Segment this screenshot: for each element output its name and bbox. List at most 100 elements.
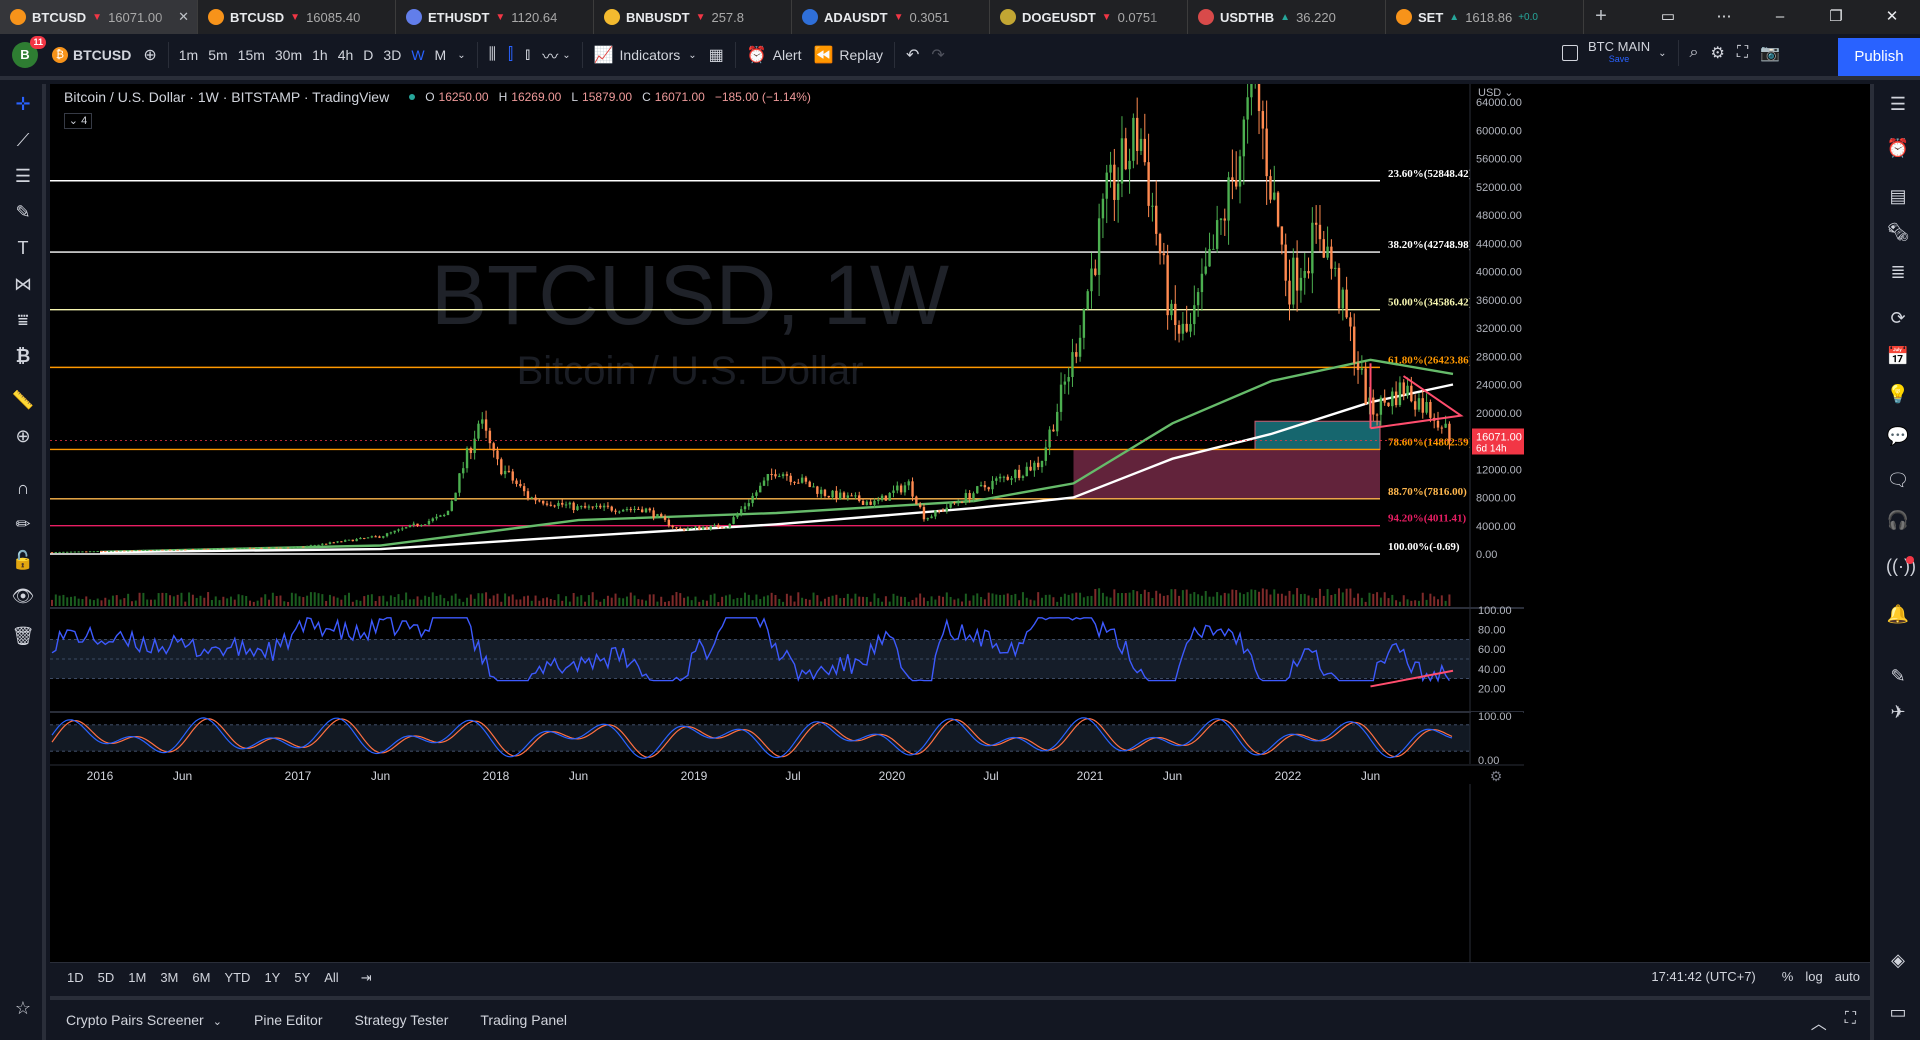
chart-area[interactable]: BTCUSD, 1W Bitcoin / U.S. Dollar 23.60%(5… [50,84,1870,962]
layout-select-button[interactable]: BTC MAIN Save ⌄ [1556,34,1673,72]
interval-15m[interactable]: 15m [237,47,265,63]
line-style-button[interactable]: 〰 ⌄ [536,36,576,74]
interval-dropdown[interactable]: ⌄ [451,36,471,74]
range-1m[interactable]: 1M [128,970,147,985]
drawing-tools-right-icon[interactable]: ✎ [1890,666,1906,686]
collapse-panel-icon[interactable]: ︿ [1810,1016,1827,1033]
watchlist-icon[interactable]: ☰ [1889,94,1907,114]
refresh-icon[interactable]: ⟳ [1890,308,1906,328]
range-6m[interactable]: 6M [192,970,211,985]
price-chart[interactable]: BTCUSD, 1W Bitcoin / U.S. Dollar 23.60%(5… [50,84,1870,962]
log-scale-toggle[interactable]: log [1805,969,1823,984]
ideas-icon[interactable]: 💡 [1886,384,1910,404]
panel-toggle-icon[interactable]: ▭ [1889,1002,1907,1022]
bitcoin-icon[interactable]: ₿ [15,346,31,366]
publish-button[interactable]: Publish [1838,38,1920,76]
clock[interactable]: 17:41:42 (UTC+7) [1651,969,1756,984]
screen-icon[interactable]: ▭ [1660,8,1676,25]
browser-tab[interactable]: ETHUSDT ▼ 1120.64 [396,0,594,34]
star-icon[interactable]: ☆ [14,998,32,1018]
maximize-button[interactable]: ❐ [1829,8,1843,25]
candles-style-button[interactable]: ⫿ [502,36,519,74]
range-ytd[interactable]: YTD [224,970,251,985]
prediction-icon[interactable]: ⩸ [17,310,29,330]
range-1y[interactable]: 1Y [264,970,281,985]
bars-style-button[interactable]: ⫼ [483,36,502,74]
brush-icon[interactable]: ✎ [15,202,31,222]
range-5y[interactable]: 5Y [294,970,311,985]
layers-icon[interactable]: ◈ [1891,950,1905,970]
eye-icon[interactable]: 👁 [11,586,35,606]
chat-icon[interactable]: 💬 [1886,426,1910,446]
interval-D[interactable]: D [363,47,374,63]
bottom-tab[interactable]: Strategy Tester [338,1012,464,1028]
data-window-icon[interactable]: ▤ [1889,186,1907,206]
alert-button[interactable]: ⏰ Alert [741,36,808,74]
interval-W[interactable]: W [411,47,425,63]
streams-icon[interactable]: 🎧 [1886,510,1910,530]
pencil-lock-icon[interactable]: ✏ [15,514,31,534]
compare-symbol-button[interactable]: ⊕ [137,36,162,74]
news-icon[interactable]: 🗞 [1886,222,1910,242]
interval-4h[interactable]: 4h [337,47,354,63]
trash-icon[interactable]: 🗑 [11,626,35,646]
undo-button[interactable]: ↶ [900,36,925,74]
avatar[interactable]: B 11 [12,36,46,68]
messages-icon[interactable]: 🗨 [1886,470,1910,490]
interval-3D[interactable]: 3D [383,47,402,63]
search-button[interactable]: ⌕ [1684,34,1705,72]
new-tab-button[interactable]: + [1595,5,1607,27]
interval-1h[interactable]: 1h [312,47,328,63]
browser-tab[interactable]: BTCUSD ▼ 16085.40 [198,0,396,34]
pattern-icon[interactable]: ⋈ [14,274,32,294]
magnet-icon[interactable]: ∩ [16,478,30,498]
browser-tab[interactable]: BNBUSDT ▼ 257.8 [594,0,792,34]
interval-1m[interactable]: 1m [178,47,199,63]
range-all[interactable]: All [324,970,339,985]
trend-line-icon[interactable]: ⟋ [16,130,30,150]
close-window-button[interactable]: ✕ [1885,8,1899,25]
zoom-in-icon[interactable]: ⊕ [15,426,31,446]
range-5d[interactable]: 5D [97,970,115,985]
text-tool-icon[interactable]: T [17,238,29,258]
browser-tab[interactable]: BTCUSD ▼ 16071.00 ✕ [0,0,198,34]
interval-M[interactable]: M [434,47,447,63]
close-tab-icon[interactable]: ✕ [178,9,189,24]
snapshot-button[interactable]: 📷 [1754,34,1786,72]
redo-button[interactable]: ↷ [925,36,950,74]
auto-scale-toggle[interactable]: auto [1834,969,1860,984]
bottom-tab[interactable]: Crypto Pairs Screener ⌄ [50,1012,238,1028]
more-options-icon[interactable]: ⋯ [1716,8,1732,25]
hotlist-icon[interactable]: ≣ [1890,262,1906,282]
hollow-candles-button[interactable]: ⫾ [519,36,536,74]
help-icon[interactable]: 🔔 [1886,604,1910,624]
calendar-icon[interactable]: 📅 [1886,346,1910,366]
maximize-panel-icon[interactable]: ⛶ [1844,1010,1856,1027]
ruler-icon[interactable]: 📏 [11,390,35,410]
interval-5m[interactable]: 5m [208,47,228,63]
fullscreen-button[interactable]: ⛶ [1731,34,1754,72]
indicator-count-toggle[interactable]: ⌄ 4 [64,113,92,129]
goto-date-icon[interactable]: ⇥ [360,969,372,985]
browser-tab[interactable]: ADAUSDT ▼ 0.3051 [792,0,990,34]
replay-button[interactable]: ⏪ Replay [807,36,889,74]
browser-tab[interactable]: SET ▲ 1618.86 +0.0 [1386,0,1584,34]
indicators-button[interactable]: 📈 Indicators ⌄ [588,36,703,74]
bottom-tab[interactable]: Trading Panel [464,1012,583,1028]
templates-button[interactable]: ▦ [703,36,730,74]
range-1d[interactable]: 1D [67,970,84,985]
rocket-icon[interactable]: ✈ [1890,702,1906,722]
crosshair-icon[interactable]: ✛ [15,94,31,114]
axis-settings-icon[interactable]: ⚙ [1490,769,1503,785]
range-3m[interactable]: 3M [160,970,179,985]
browser-tab[interactable]: USDTHB ▲ 36.220 [1188,0,1386,34]
settings-button[interactable]: ⚙ [1704,34,1730,72]
lock-icon[interactable]: 🔓 [11,550,35,570]
fib-retracement-icon[interactable]: ☰ [14,166,32,186]
browser-tab[interactable]: DOGEUSDT ▼ 0.0751 [990,0,1188,34]
bottom-tab[interactable]: Pine Editor [238,1012,338,1028]
interval-30m[interactable]: 30m [274,47,303,63]
alerts-clock-icon[interactable]: ⏰ [1886,138,1910,158]
symbol-search-button[interactable]: ₿ BTCUSD [46,36,137,74]
minimize-button[interactable]: – [1775,8,1785,25]
